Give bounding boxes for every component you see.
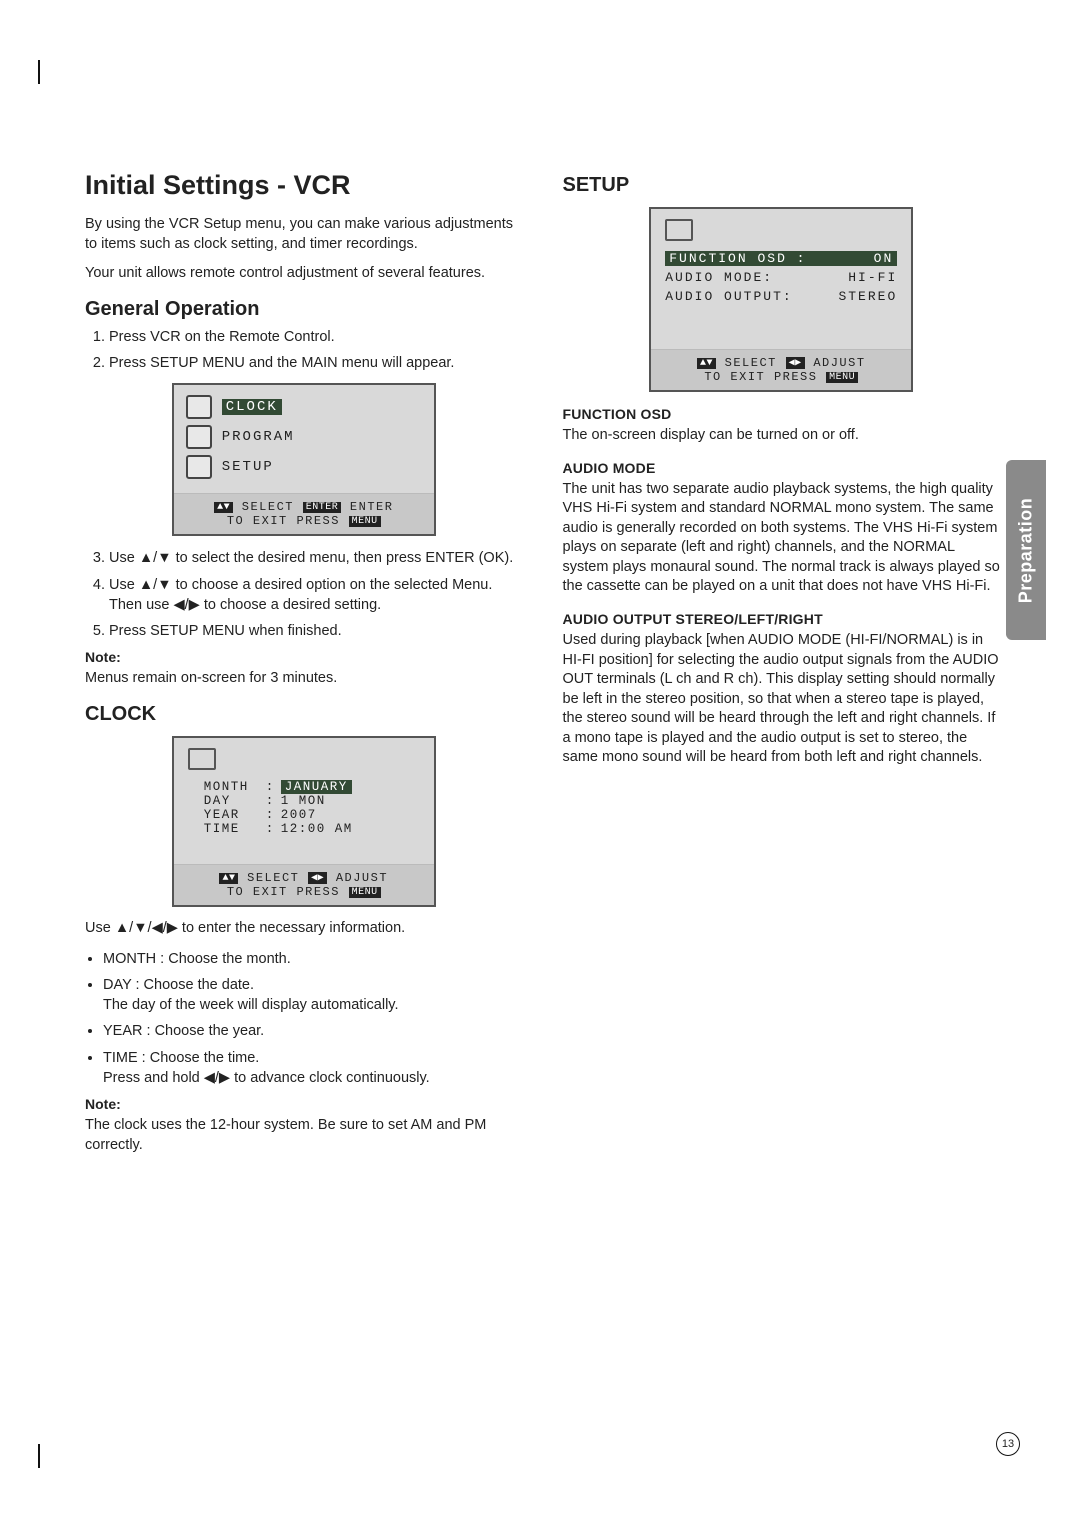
heading-audio-output: AUDIO OUTPUT STEREO/LEFT/RIGHT: [563, 611, 1001, 627]
osd-body: MONTH : JANUARY DAY : 1 MON YEAR : 2: [174, 738, 434, 864]
list-item: DAY : Choose the date. The day of the we…: [103, 975, 523, 1016]
audio-output-text: Used during playback [when AUDIO MODE (H…: [563, 631, 1001, 768]
note-label: Note:: [85, 649, 523, 665]
arrow-updown-icon: ▲▼: [214, 502, 233, 513]
heading-setup: SETUP: [563, 174, 1001, 197]
clock-items-list: MONTH : Choose the month. DAY : Choose t…: [85, 949, 523, 1089]
two-column-layout: Initial Settings - VCR By using the VCR …: [85, 170, 1000, 1166]
osd-kv-row: YEAR : 2007: [204, 808, 412, 822]
osd-footer: ▲▼ SELECT ◀▶ ADJUST TO EXIT PRESS MENU: [174, 864, 434, 905]
intro-paragraph-1: By using the VCR Setup menu, you can mak…: [85, 215, 523, 254]
page-title: Initial Settings - VCR: [85, 170, 523, 201]
menu-tag-icon: MENU: [826, 372, 858, 383]
arrow-leftright-icon: ◀▶: [786, 357, 805, 369]
arrow-updown-icon: ▲▼: [219, 873, 238, 884]
osd-footer: ▲▼ SELECT ◀▶ ADJUST TO EXIT PRESS MENU: [651, 349, 911, 390]
crop-mark-bottom-left: [38, 1444, 64, 1468]
osd-kv-row: AUDIO OUTPUT: STEREO: [665, 289, 897, 304]
general-steps-list-b: Use ▲/▼ to select the desired menu, then…: [85, 548, 523, 641]
menu-tag-icon: MENU: [349, 516, 381, 527]
osd-row: CLOCK: [186, 395, 422, 419]
audio-mode-text: The unit has two separate audio playback…: [563, 480, 1001, 597]
step-item: Press SETUP MENU and the MAIN menu will …: [109, 353, 523, 373]
note-label: Note:: [85, 1096, 523, 1112]
osd-item-program: PROGRAM: [222, 429, 295, 445]
clock-icon: [188, 748, 216, 770]
list-item: YEAR : Choose the year.: [103, 1021, 523, 1041]
menu-tag-icon: MENU: [349, 887, 381, 898]
step-item: Press VCR on the Remote Control.: [109, 327, 523, 347]
section-tab-label: Preparation: [1016, 497, 1037, 603]
heading-audio-mode: AUDIO MODE: [563, 460, 1001, 476]
osd-row: PROGRAM: [186, 425, 422, 449]
osd-kv-row: MONTH : JANUARY: [204, 780, 412, 794]
osd-row: SETUP: [186, 455, 422, 479]
step-item: Press SETUP MENU when finished.: [109, 621, 523, 641]
osd-item-clock: CLOCK: [222, 399, 282, 415]
clock-use-text: Use ▲/▼/◀/▶ to enter the necessary infor…: [85, 919, 523, 939]
osd-kv-row: TIME : 12:00 AM: [204, 822, 412, 836]
setup-icon: [186, 455, 212, 479]
arrow-updown-icon: ▲▼: [697, 358, 716, 369]
left-column: Initial Settings - VCR By using the VCR …: [85, 170, 523, 1166]
arrow-leftright-icon: ◀▶: [308, 872, 327, 884]
osd-main-menu: CLOCK PROGRAM SETUP ▲▼ SELECT ENTER E: [172, 383, 436, 536]
intro-paragraph-2: Your unit allows remote control adjustme…: [85, 264, 523, 284]
osd-footer: ▲▼ SELECT ENTER ENTER TO EXIT PRESS MENU: [174, 493, 434, 534]
osd-setup: FUNCTION OSD : ON AUDIO MODE: HI-FI AUDI…: [649, 207, 913, 392]
heading-clock: CLOCK: [85, 703, 523, 726]
section-tab: Preparation: [1006, 460, 1046, 640]
page-number: 13: [996, 1432, 1020, 1456]
list-item: TIME : Choose the time. Press and hold ◀…: [103, 1048, 523, 1089]
osd-kv-lines: MONTH : JANUARY DAY : 1 MON YEAR : 2: [204, 780, 412, 836]
osd-kv-row: FUNCTION OSD : ON: [665, 251, 897, 266]
osd-body: CLOCK PROGRAM SETUP: [174, 385, 434, 493]
step-item: Use ▲/▼ to choose a desired option on th…: [109, 575, 523, 616]
osd-body: FUNCTION OSD : ON AUDIO MODE: HI-FI AUDI…: [651, 209, 911, 349]
step-item: Use ▲/▼ to select the desired menu, then…: [109, 548, 523, 568]
general-steps-list-a: Press VCR on the Remote Control. Press S…: [85, 327, 523, 374]
heading-general-operation: General Operation: [85, 298, 523, 321]
manual-page: Preparation 13 Initial Settings - VCR By…: [0, 0, 1080, 1528]
heading-function-osd: FUNCTION OSD: [563, 406, 1001, 422]
setup-icon: [665, 219, 693, 241]
osd-kv-row: AUDIO MODE: HI-FI: [665, 270, 897, 285]
list-item: MONTH : Choose the month.: [103, 949, 523, 969]
clock-icon: [186, 395, 212, 419]
osd-clock: MONTH : JANUARY DAY : 1 MON YEAR : 2: [172, 736, 436, 907]
osd-item-setup: SETUP: [222, 459, 274, 475]
note-text: The clock uses the 12-hour system. Be su…: [85, 1116, 523, 1155]
function-osd-text: The on-screen display can be turned on o…: [563, 426, 1001, 446]
enter-tag-icon: ENTER: [303, 502, 342, 513]
osd-kv-row: DAY : 1 MON: [204, 794, 412, 808]
note-text: Menus remain on-screen for 3 minutes.: [85, 669, 523, 689]
right-column: SETUP FUNCTION OSD : ON AUDIO MODE: HI-F…: [563, 170, 1001, 1166]
rec-icon: [186, 425, 212, 449]
crop-mark-top-left: [38, 60, 64, 84]
